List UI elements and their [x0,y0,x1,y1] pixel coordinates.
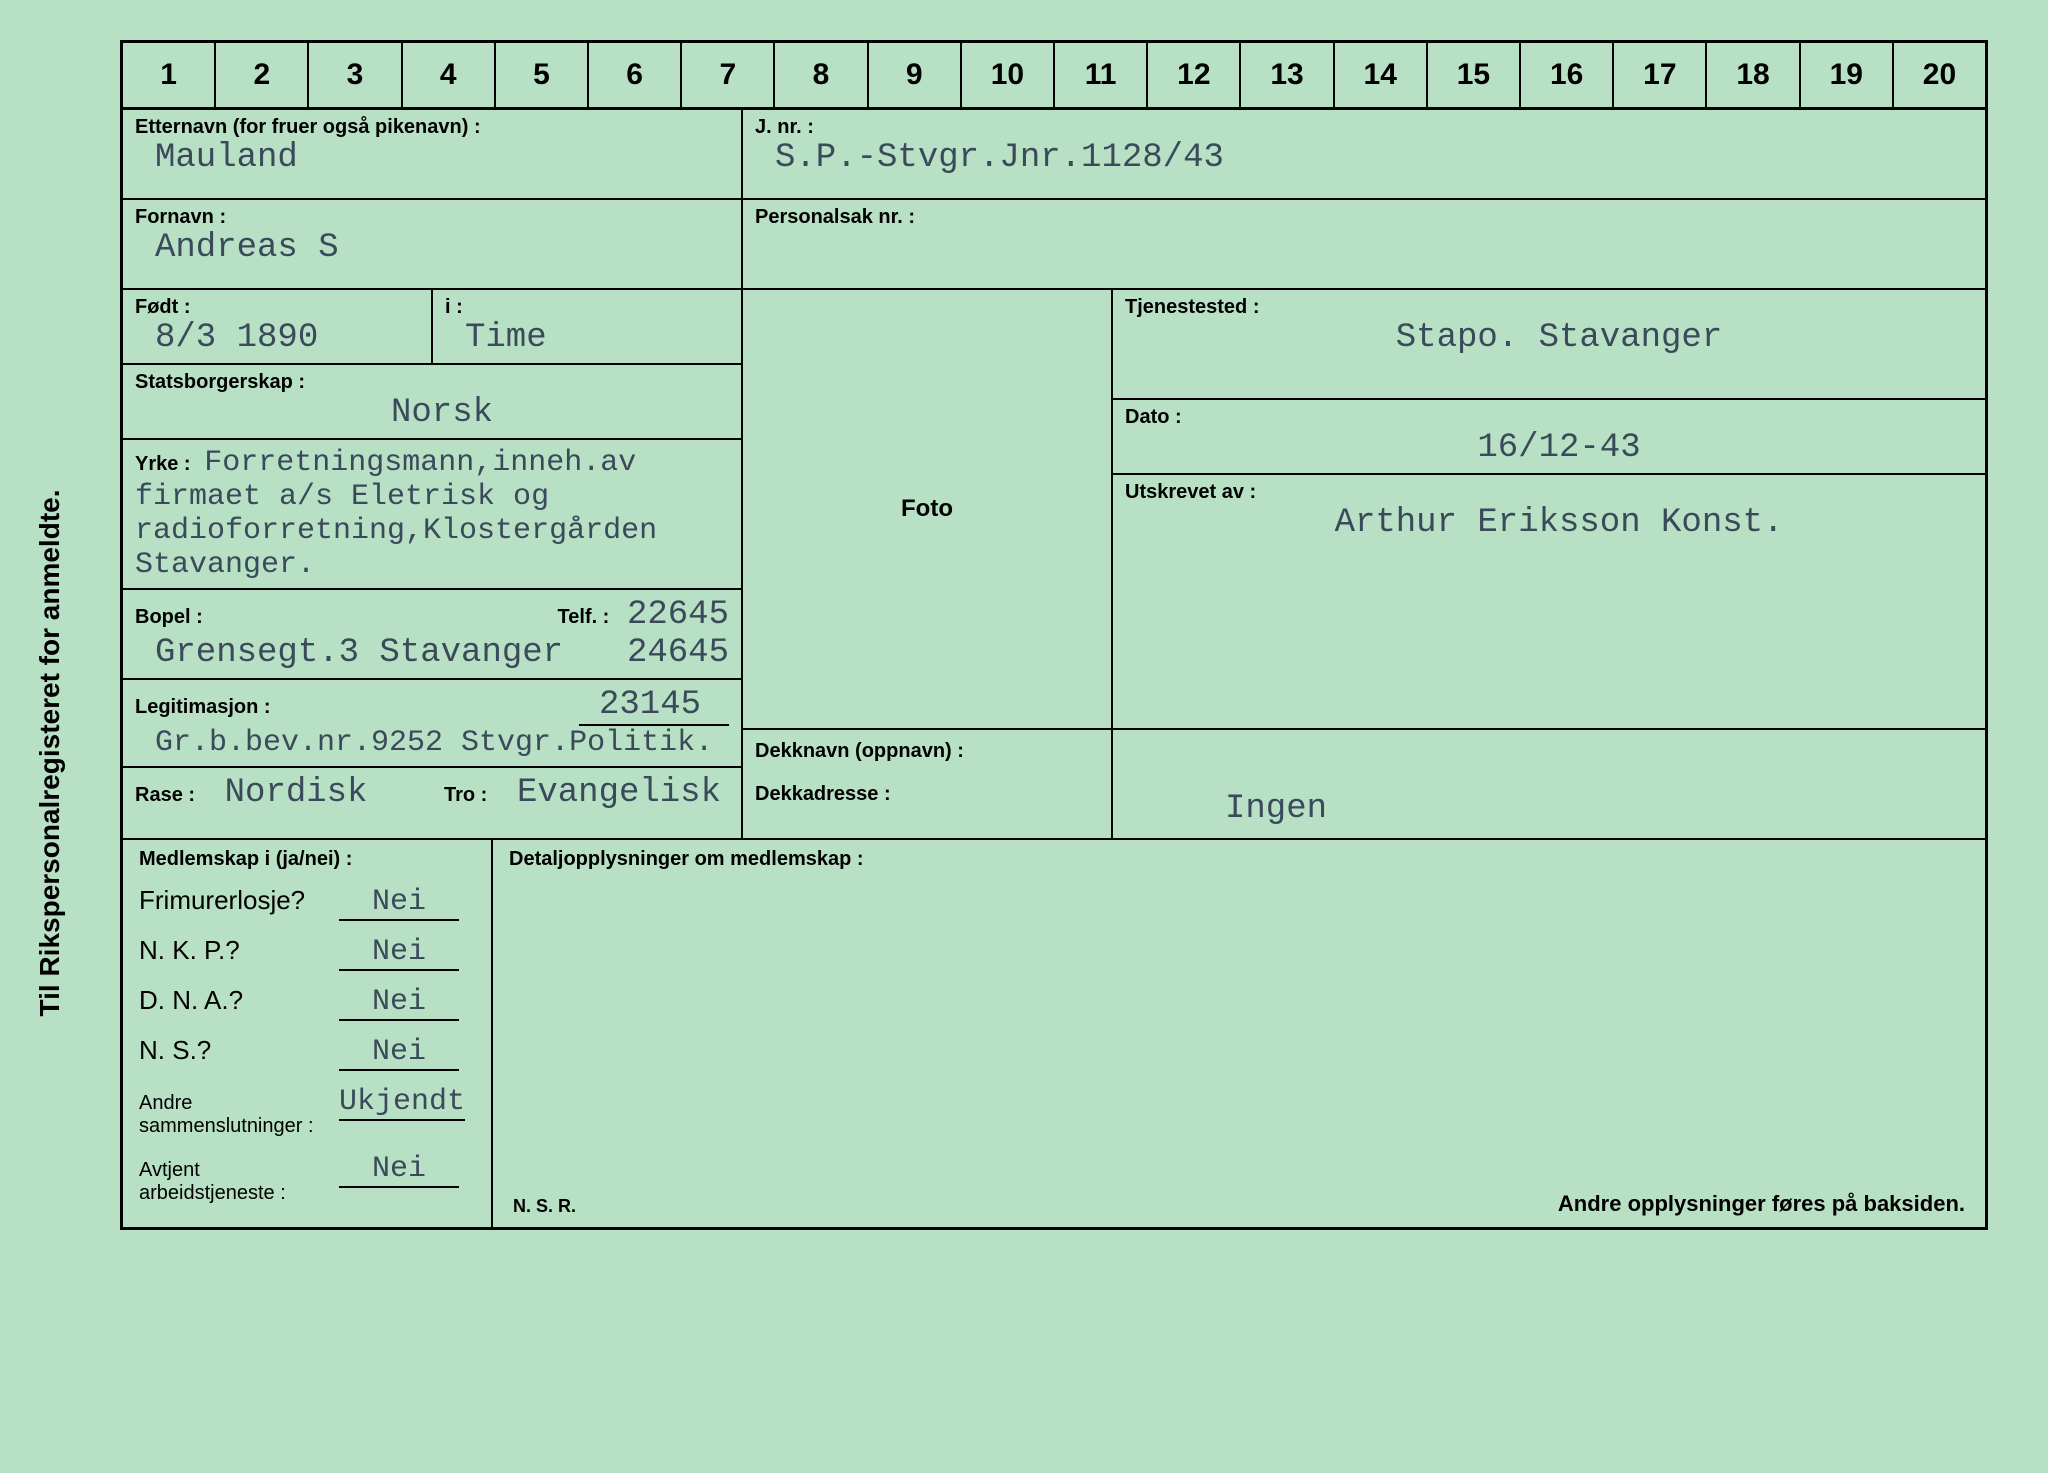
dekkadresse-value: Ingen [1125,790,1327,828]
i-label: i : [445,296,729,319]
ruler-cell: 3 [309,43,402,107]
ruler-cell: 10 [962,43,1055,107]
ns-value: Nei [339,1035,459,1071]
ruler-cell: 15 [1428,43,1521,107]
ruler-cell: 17 [1614,43,1707,107]
bopel-label: Bopel : [135,606,203,629]
avtjent-label: Avtjent arbeidstjeneste : [139,1159,339,1205]
rase-label: Rase : [135,784,195,806]
personalsak-label: Personalsak nr. : [755,206,1973,229]
ruler-cell: 11 [1055,43,1148,107]
vertical-title: Til Rikspersonalregisteret for anmeldte. [34,489,66,1016]
foto-label: Foto [901,495,953,523]
ruler-cell: 14 [1335,43,1428,107]
ruler-cell: 1 [123,43,216,107]
fornavn-value: Andreas S [135,229,729,267]
medlemskap-label: Medlemskap i (ja/nei) : [139,848,475,871]
avtjent-value: Nei [339,1152,459,1188]
dato-value: 16/12-43 [1125,429,1973,467]
fodt-value: 8/3 1890 [135,319,419,357]
utskrevet-label: Utskrevet av : [1125,481,1973,504]
ruler-cell: 7 [682,43,775,107]
dekkadresse-label: Dekkadresse : [755,783,891,805]
ns-label: N. S.? [139,1035,339,1066]
ruler-row: 1 2 3 4 5 6 7 8 9 10 11 12 13 14 15 16 1… [120,40,1988,110]
andre-label: Andre sammenslutninger : [139,1092,339,1138]
telf1-value: 22645 [619,596,729,634]
detaljopplysninger-label: Detaljopplysninger om medlemskap : [509,848,1969,871]
i-value: Time [445,319,729,357]
bopel-value: Grensegt.3 Stavanger [135,634,563,672]
ruler-cell: 6 [589,43,682,107]
nkp-value: Nei [339,935,459,971]
tjenestested-label: Tjenestested : [1125,296,1973,319]
rase-value: Nordisk [205,774,368,812]
legitimasjon-label: Legitimasjon : [135,696,271,719]
yrke-value: Forretningsmann,inneh.av firmaet a/s Ele… [135,446,657,582]
legitimasjon-value: Gr.b.bev.nr.9252 Stvgr.Politik. [135,726,729,760]
ruler-cell: 4 [403,43,496,107]
nsr-label: N. S. R. [513,1196,576,1217]
frimurerlosje-label: Frimurerlosje? [139,885,339,916]
ruler-cell: 16 [1521,43,1614,107]
frimurerlosje-value: Nei [339,885,459,921]
ruler-cell: 9 [869,43,962,107]
dna-label: D. N. A.? [139,985,339,1016]
nkp-label: N. K. P.? [139,935,339,966]
footer-note: Andre opplysninger føres på baksiden. [1558,1191,1965,1217]
ruler-cell: 19 [1801,43,1894,107]
dekknavn-label: Dekknavn (oppnavn) : [755,740,1099,763]
statsborgerskap-label: Statsborgerskap : [135,371,729,394]
tro-label: Tro : [444,784,487,806]
ruler-cell: 8 [775,43,868,107]
jnr-value: S.P.-Stvgr.Jnr.1128/43 [755,139,1973,177]
etternavn-value: Mauland [135,139,729,177]
yrke-label: Yrke : [135,453,191,475]
ruler-cell: 18 [1707,43,1800,107]
ruler-cell: 2 [216,43,309,107]
fodt-label: Født : [135,296,419,319]
ruler-cell: 20 [1894,43,1985,107]
telf2-value: 24645 [607,634,729,672]
ruler-cell: 5 [496,43,589,107]
telf-label: Telf. : [558,606,610,628]
tro-value: Evangelisk [497,774,721,812]
etternavn-label: Etternavn (for fruer også pikenavn) : [135,116,729,139]
ruler-cell: 12 [1148,43,1241,107]
fornavn-label: Fornavn : [135,206,729,229]
utskrevet-value: Arthur Eriksson Konst. [1125,504,1973,542]
telf3-value: 23145 [579,686,729,726]
andre-value: Ukjendt [339,1085,465,1121]
dato-label: Dato : [1125,406,1973,429]
statsborgerskap-value: Norsk [135,394,729,432]
ruler-cell: 13 [1241,43,1334,107]
jnr-label: J. nr. : [755,116,1973,139]
dna-value: Nei [339,985,459,1021]
tjenestested-value: Stapo. Stavanger [1125,319,1973,357]
